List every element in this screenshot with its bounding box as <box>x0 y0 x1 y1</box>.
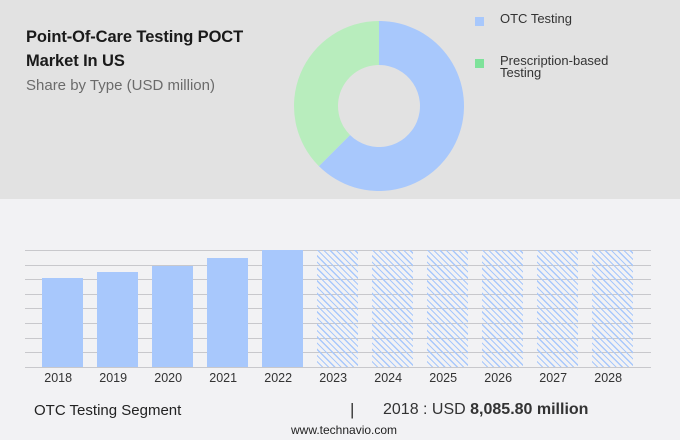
legend-swatch-prescription <box>475 59 484 68</box>
forecast-bar-2027 <box>536 250 578 367</box>
x-axis-label-2022: 2022 <box>264 371 293 385</box>
footer-separator: | <box>350 400 355 419</box>
x-axis-label-2019: 2019 <box>99 371 128 385</box>
x-axis-label-2025: 2025 <box>429 371 458 385</box>
chart-subtitle: Share by Type (USD million) <box>26 77 215 94</box>
title-line-2: Market In US <box>26 52 125 70</box>
x-axis-label-2024: 2024 <box>374 371 403 385</box>
legend-label-prescription: Prescription-based Testing <box>500 53 609 80</box>
page-title: Point-Of-Care Testing POCT Market In US <box>26 25 286 73</box>
donut-chart <box>294 21 465 191</box>
segment-value-prefix: 2018 : USD <box>383 401 471 418</box>
x-axis-label-2027: 2027 <box>539 371 568 385</box>
bar-2021 <box>206 258 248 367</box>
legend-item-prescription-testing: Prescription-based Testing <box>475 54 608 79</box>
x-axis-label-2026: 2026 <box>484 371 513 385</box>
legend-item-otc-testing: OTC Testing <box>475 12 572 26</box>
legend-swatch-otc <box>475 17 484 26</box>
segment-value: 2018 : USD 8,085.80 million <box>383 401 588 419</box>
title-line-1: Point-Of-Care Testing POCT <box>26 28 244 46</box>
legend-label-otc: OTC Testing <box>500 11 573 26</box>
x-axis-label-2021: 2021 <box>209 371 238 385</box>
forecast-bar-2026 <box>481 250 523 367</box>
gridline <box>25 366 651 368</box>
x-axis-label-2020: 2020 <box>154 371 183 385</box>
x-axis-label-2018: 2018 <box>44 371 73 385</box>
forecast-bar-2025 <box>426 250 468 367</box>
donut-slice-prescription-based-testing <box>294 21 379 167</box>
donut-slice-otc-testing <box>318 21 465 191</box>
segment-value-amount: 8,085.80 million <box>470 401 589 418</box>
bar-2019 <box>96 272 138 367</box>
x-axis-label-2028: 2028 <box>594 371 623 385</box>
bar-2018 <box>41 278 83 367</box>
forecast-bar-2028 <box>591 250 633 367</box>
segment-label: OTC Testing Segment <box>34 402 182 419</box>
bar-2022 <box>261 250 303 367</box>
source-link[interactable]: www.technavio.com <box>291 423 398 437</box>
forecast-bar-2024 <box>371 250 413 367</box>
forecast-bar-2023 <box>316 250 358 367</box>
x-axis-label-2023: 2023 <box>319 371 348 385</box>
bar-2020 <box>151 265 193 367</box>
